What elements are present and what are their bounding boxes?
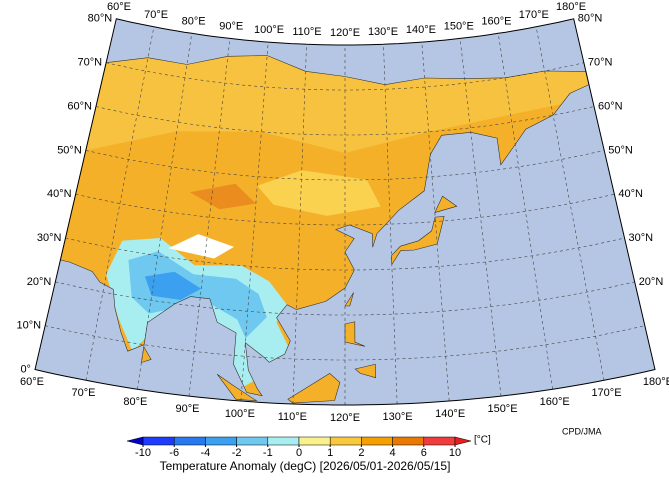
colorbar-unit: [°C] bbox=[474, 435, 491, 446]
lon-label-bottom: 100°E bbox=[225, 408, 255, 420]
colorbar-segment bbox=[205, 436, 237, 446]
anomaly-zone bbox=[168, 234, 234, 259]
lon-label-top: 160°E bbox=[481, 15, 511, 27]
credit: CPD/JMA bbox=[562, 426, 602, 436]
land bbox=[60, 55, 589, 404]
parallel bbox=[45, 325, 645, 361]
lon-label-bottom: 160°E bbox=[540, 396, 570, 408]
colorbar-under bbox=[126, 436, 144, 446]
lat-label-right: 30°N bbox=[629, 232, 654, 244]
colorbar-tick-label: 10 bbox=[449, 447, 461, 459]
colorbar-segment bbox=[173, 436, 206, 446]
meridian bbox=[188, 38, 231, 397]
lon-label-top: 150°E bbox=[444, 20, 474, 32]
lon-label-bottom: 110°E bbox=[278, 411, 307, 423]
lat-label-right: 70°N bbox=[588, 57, 613, 69]
colorbar-segment bbox=[142, 436, 175, 446]
lon-label-bottom: 150°E bbox=[487, 403, 517, 415]
colorbar-segment bbox=[361, 436, 393, 446]
lat-label-left: 70°N bbox=[78, 57, 103, 69]
lat-label-left: 30°N bbox=[37, 232, 62, 244]
anomaly-zone bbox=[128, 251, 267, 339]
lon-label-top: 100°E bbox=[254, 24, 284, 36]
colorbar-tick-label: -2 bbox=[232, 447, 242, 459]
parallel bbox=[106, 62, 584, 91]
lon-label-top: 110°E bbox=[292, 26, 321, 38]
lon-label-bottom: 80°E bbox=[123, 396, 147, 408]
lat-label-left: 0° bbox=[20, 363, 31, 375]
colorbar-over bbox=[454, 436, 472, 446]
lon-label-top: 180°E bbox=[556, 1, 586, 13]
lon-label-top: 60°E bbox=[107, 1, 131, 13]
lon-label-top: 120°E bbox=[330, 27, 360, 39]
lon-label-bottom: 180°E bbox=[643, 376, 669, 388]
lat-label-left: 50°N bbox=[57, 144, 82, 156]
meridian bbox=[85, 26, 155, 381]
lon-label-bottom: 70°E bbox=[72, 387, 96, 399]
lat-label-right: 20°N bbox=[639, 276, 664, 288]
colorbar-segment bbox=[267, 436, 300, 446]
meridian bbox=[459, 38, 502, 397]
anomaly-zone bbox=[189, 183, 256, 210]
colorbar-segment bbox=[236, 436, 269, 446]
lat-label-left: 20°N bbox=[27, 276, 52, 288]
lon-label-bottom: 140°E bbox=[435, 408, 465, 420]
lon-label-bottom: 90°E bbox=[176, 403, 200, 415]
parallel bbox=[75, 193, 615, 226]
map-frame bbox=[34, 18, 656, 406]
lat-label-left: 60°N bbox=[67, 100, 92, 112]
lon-label-top: 80°E bbox=[182, 15, 206, 27]
lat-label-left: 40°N bbox=[47, 188, 72, 200]
lon-label-bottom: 60°E bbox=[20, 376, 44, 388]
lon-label-top: 70°E bbox=[144, 9, 168, 21]
anomaly-zone bbox=[257, 170, 381, 216]
colorbar-tick-label: -10 bbox=[135, 447, 151, 459]
meridian bbox=[383, 44, 398, 405]
anomaly-zone bbox=[85, 55, 589, 153]
lon-label-top: 130°E bbox=[368, 26, 398, 38]
colorbar-tick-label: -6 bbox=[169, 447, 179, 459]
lat-label-left: 10°N bbox=[17, 320, 42, 332]
colorbar-tick-label: 6 bbox=[421, 447, 427, 459]
colorbar-tick-label: 0 bbox=[296, 447, 302, 459]
colorbar-tick-label: -1 bbox=[263, 447, 273, 459]
anomaly-zone bbox=[144, 271, 202, 300]
parallel bbox=[65, 237, 625, 271]
lat-label-right: 60°N bbox=[598, 100, 623, 112]
lon-label-bottom: 170°E bbox=[591, 387, 621, 399]
colorbar-segment bbox=[423, 436, 456, 446]
meridian bbox=[535, 26, 605, 381]
lon-label-top: 140°E bbox=[406, 24, 436, 36]
colorbar-tick-label: 1 bbox=[327, 447, 333, 459]
lon-label-top: 170°E bbox=[519, 9, 549, 21]
meridian bbox=[292, 44, 307, 405]
colorbar-tick-label: -4 bbox=[201, 447, 211, 459]
lat-label-right: 40°N bbox=[618, 188, 643, 200]
lon-label-bottom: 130°E bbox=[383, 411, 413, 423]
parallel bbox=[55, 281, 635, 316]
colorbar-tick-label: 4 bbox=[390, 447, 396, 459]
colorbar-segment bbox=[298, 436, 331, 446]
lat-label-right: 80°N bbox=[578, 13, 603, 25]
title: Temperature Anomaly (degC) [2026/05/01-2… bbox=[160, 459, 451, 473]
lat-label-left: 80°N bbox=[88, 13, 113, 25]
colorbar-tick-label: 2 bbox=[358, 447, 364, 459]
colorbar-segment bbox=[392, 436, 425, 446]
lon-label-top: 90°E bbox=[219, 20, 243, 32]
colorbar-segment bbox=[329, 436, 362, 446]
lat-label-right: 50°N bbox=[608, 144, 633, 156]
lon-label-bottom: 120°E bbox=[330, 412, 360, 424]
